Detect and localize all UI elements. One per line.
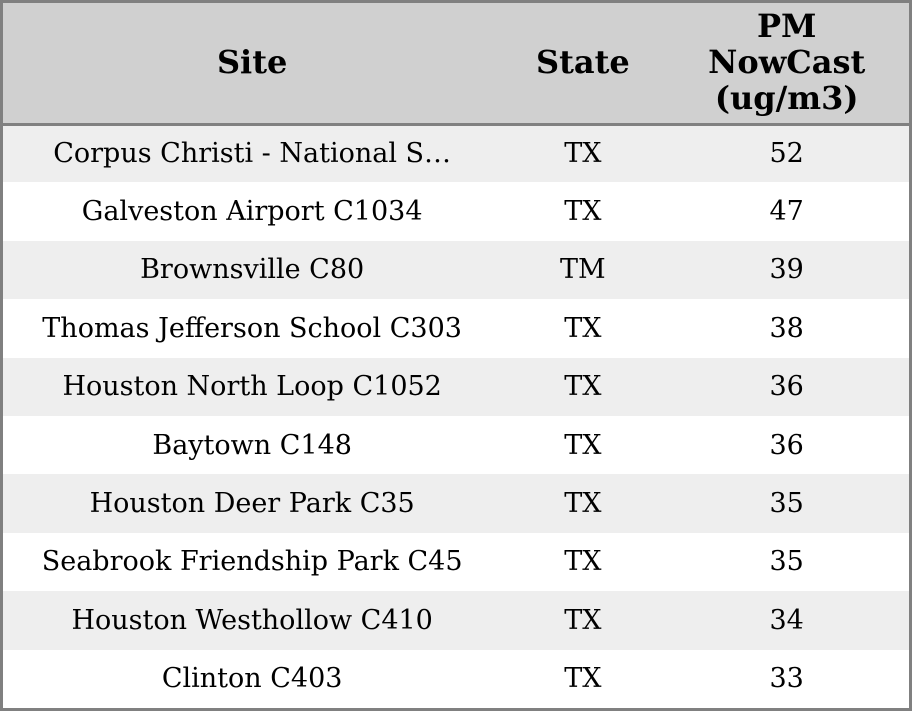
state-cell: TX	[501, 532, 665, 592]
pm-value-cell: 35	[664, 474, 909, 533]
table-row: Clinton C403 TX 33	[3, 649, 909, 708]
pm-header-line-3: (ug/m3)	[714, 78, 859, 117]
site-cell: Brownsville C80	[3, 240, 502, 300]
state-cell: TX	[501, 124, 665, 183]
site-cell: Houston Deer Park C35	[3, 474, 502, 533]
site-cell: Galveston Airport C1034	[3, 182, 502, 241]
table-header: Site State PM NowCast (ug/m3)	[3, 3, 909, 126]
table-row: Galveston Airport C1034 TX 47	[3, 182, 909, 241]
pm-value-cell: 38	[664, 299, 909, 358]
site-cell: Thomas Jefferson School C303	[3, 299, 502, 358]
air-quality-table: Site State PM NowCast (ug/m3) Corpus Chr…	[3, 3, 909, 708]
pm-value-cell: 52	[664, 124, 909, 183]
site-cell: Seabrook Friendship Park C45	[3, 532, 502, 592]
header-row: Site State PM NowCast (ug/m3)	[3, 3, 909, 126]
site-cell: Corpus Christi - National S…	[3, 124, 502, 183]
table-row: Houston Deer Park C35 TX 35	[3, 474, 909, 533]
state-cell: TX	[501, 415, 665, 475]
table-row: Corpus Christi - National S… TX 52	[3, 124, 909, 183]
table-row: Baytown C148 TX 36	[3, 415, 909, 475]
site-cell: Houston Westhollow C410	[3, 591, 502, 650]
table-row: Houston Westhollow C410 TX 34	[3, 591, 909, 650]
state-cell: TX	[501, 182, 665, 241]
column-header-pm-nowcast: PM NowCast (ug/m3)	[664, 3, 909, 126]
pm-value-cell: 36	[664, 357, 909, 416]
pm-value-cell: 35	[664, 532, 909, 592]
site-cell: Houston North Loop C1052	[3, 357, 502, 416]
table-row: Seabrook Friendship Park C45 TX 35	[3, 532, 909, 592]
column-header-state: State	[501, 3, 665, 126]
state-cell: TX	[501, 649, 665, 708]
pm-value-cell: 36	[664, 415, 909, 475]
state-cell: TM	[501, 240, 665, 300]
table-row: Houston North Loop C1052 TX 36	[3, 357, 909, 416]
column-header-site: Site	[3, 3, 502, 126]
pm-value-cell: 39	[664, 240, 909, 300]
site-cell: Clinton C403	[3, 649, 502, 708]
state-cell: TX	[501, 299, 665, 358]
pm-header-line-1: PM	[756, 7, 817, 45]
site-cell: Baytown C148	[3, 415, 502, 475]
pm-header-line-2: NowCast	[708, 42, 866, 81]
pm-value-cell: 33	[664, 649, 909, 708]
state-cell: TX	[501, 591, 665, 650]
column-header-site-label: Site	[216, 42, 288, 81]
table-row: Thomas Jefferson School C303 TX 38	[3, 299, 909, 358]
column-header-state-label: State	[535, 42, 630, 81]
state-cell: TX	[501, 474, 665, 533]
pm-value-cell: 47	[664, 182, 909, 241]
state-cell: TX	[501, 357, 665, 416]
table-row: Brownsville C80 TM 39	[3, 240, 909, 300]
pm-value-cell: 34	[664, 591, 909, 650]
table-body: Corpus Christi - National S… TX 52 Galve…	[3, 124, 909, 708]
